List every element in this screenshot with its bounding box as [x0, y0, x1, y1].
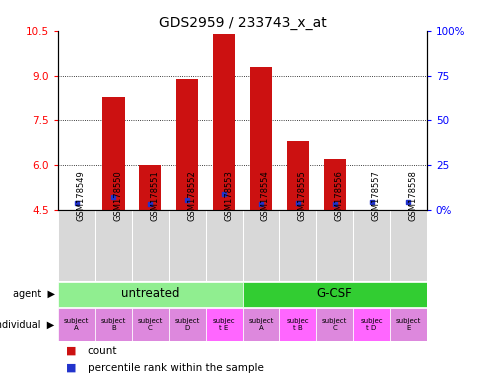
Text: subject
C: subject C: [321, 318, 347, 331]
FancyBboxPatch shape: [352, 308, 389, 341]
Text: GSM178555: GSM178555: [297, 170, 306, 221]
Text: subject
B: subject B: [101, 318, 126, 331]
Text: agent  ▶: agent ▶: [13, 289, 54, 299]
Text: GSM178553: GSM178553: [224, 170, 233, 221]
FancyBboxPatch shape: [279, 308, 316, 341]
FancyBboxPatch shape: [389, 308, 426, 341]
Text: GSM178558: GSM178558: [408, 170, 417, 221]
Title: GDS2959 / 233743_x_at: GDS2959 / 233743_x_at: [158, 16, 326, 30]
Bar: [286, 141, 308, 210]
Bar: [176, 79, 198, 210]
FancyBboxPatch shape: [58, 210, 95, 281]
Text: subjec
t D: subjec t D: [360, 318, 382, 331]
Text: GSM178552: GSM178552: [187, 170, 196, 221]
FancyBboxPatch shape: [95, 308, 132, 341]
FancyBboxPatch shape: [58, 308, 95, 341]
FancyBboxPatch shape: [132, 210, 168, 281]
FancyBboxPatch shape: [352, 210, 389, 281]
Text: GSM178550: GSM178550: [113, 170, 122, 221]
FancyBboxPatch shape: [205, 210, 242, 281]
FancyBboxPatch shape: [242, 308, 279, 341]
FancyBboxPatch shape: [132, 308, 168, 341]
Text: subjec
t E: subjec t E: [212, 318, 235, 331]
FancyBboxPatch shape: [168, 210, 205, 281]
Text: untreated: untreated: [121, 287, 179, 300]
Text: ■: ■: [65, 346, 76, 356]
Text: G-CSF: G-CSF: [316, 287, 352, 300]
Text: subject
C: subject C: [137, 318, 163, 331]
Text: count: count: [88, 346, 117, 356]
Text: GSM178551: GSM178551: [150, 170, 159, 221]
Text: GSM178549: GSM178549: [76, 170, 86, 221]
FancyBboxPatch shape: [242, 282, 426, 307]
Text: ■: ■: [65, 362, 76, 372]
Text: subject
D: subject D: [174, 318, 199, 331]
Text: subject
A: subject A: [248, 318, 273, 331]
Text: percentile rank within the sample: percentile rank within the sample: [88, 362, 263, 372]
Text: GSM178554: GSM178554: [260, 170, 270, 221]
Text: individual  ▶: individual ▶: [0, 319, 54, 329]
Text: subjec
t B: subjec t B: [286, 318, 308, 331]
Text: subject
E: subject E: [395, 318, 420, 331]
FancyBboxPatch shape: [168, 308, 205, 341]
FancyBboxPatch shape: [95, 210, 132, 281]
FancyBboxPatch shape: [279, 210, 316, 281]
FancyBboxPatch shape: [316, 210, 352, 281]
FancyBboxPatch shape: [205, 308, 242, 341]
Bar: [212, 34, 235, 210]
Bar: [249, 67, 272, 210]
FancyBboxPatch shape: [242, 210, 279, 281]
FancyBboxPatch shape: [389, 210, 426, 281]
Bar: [139, 166, 161, 210]
Bar: [102, 96, 124, 210]
FancyBboxPatch shape: [316, 308, 352, 341]
Text: subject
A: subject A: [64, 318, 89, 331]
Text: GSM178557: GSM178557: [371, 170, 380, 221]
Bar: [323, 159, 345, 210]
FancyBboxPatch shape: [58, 282, 242, 307]
Text: GSM178556: GSM178556: [334, 170, 343, 221]
